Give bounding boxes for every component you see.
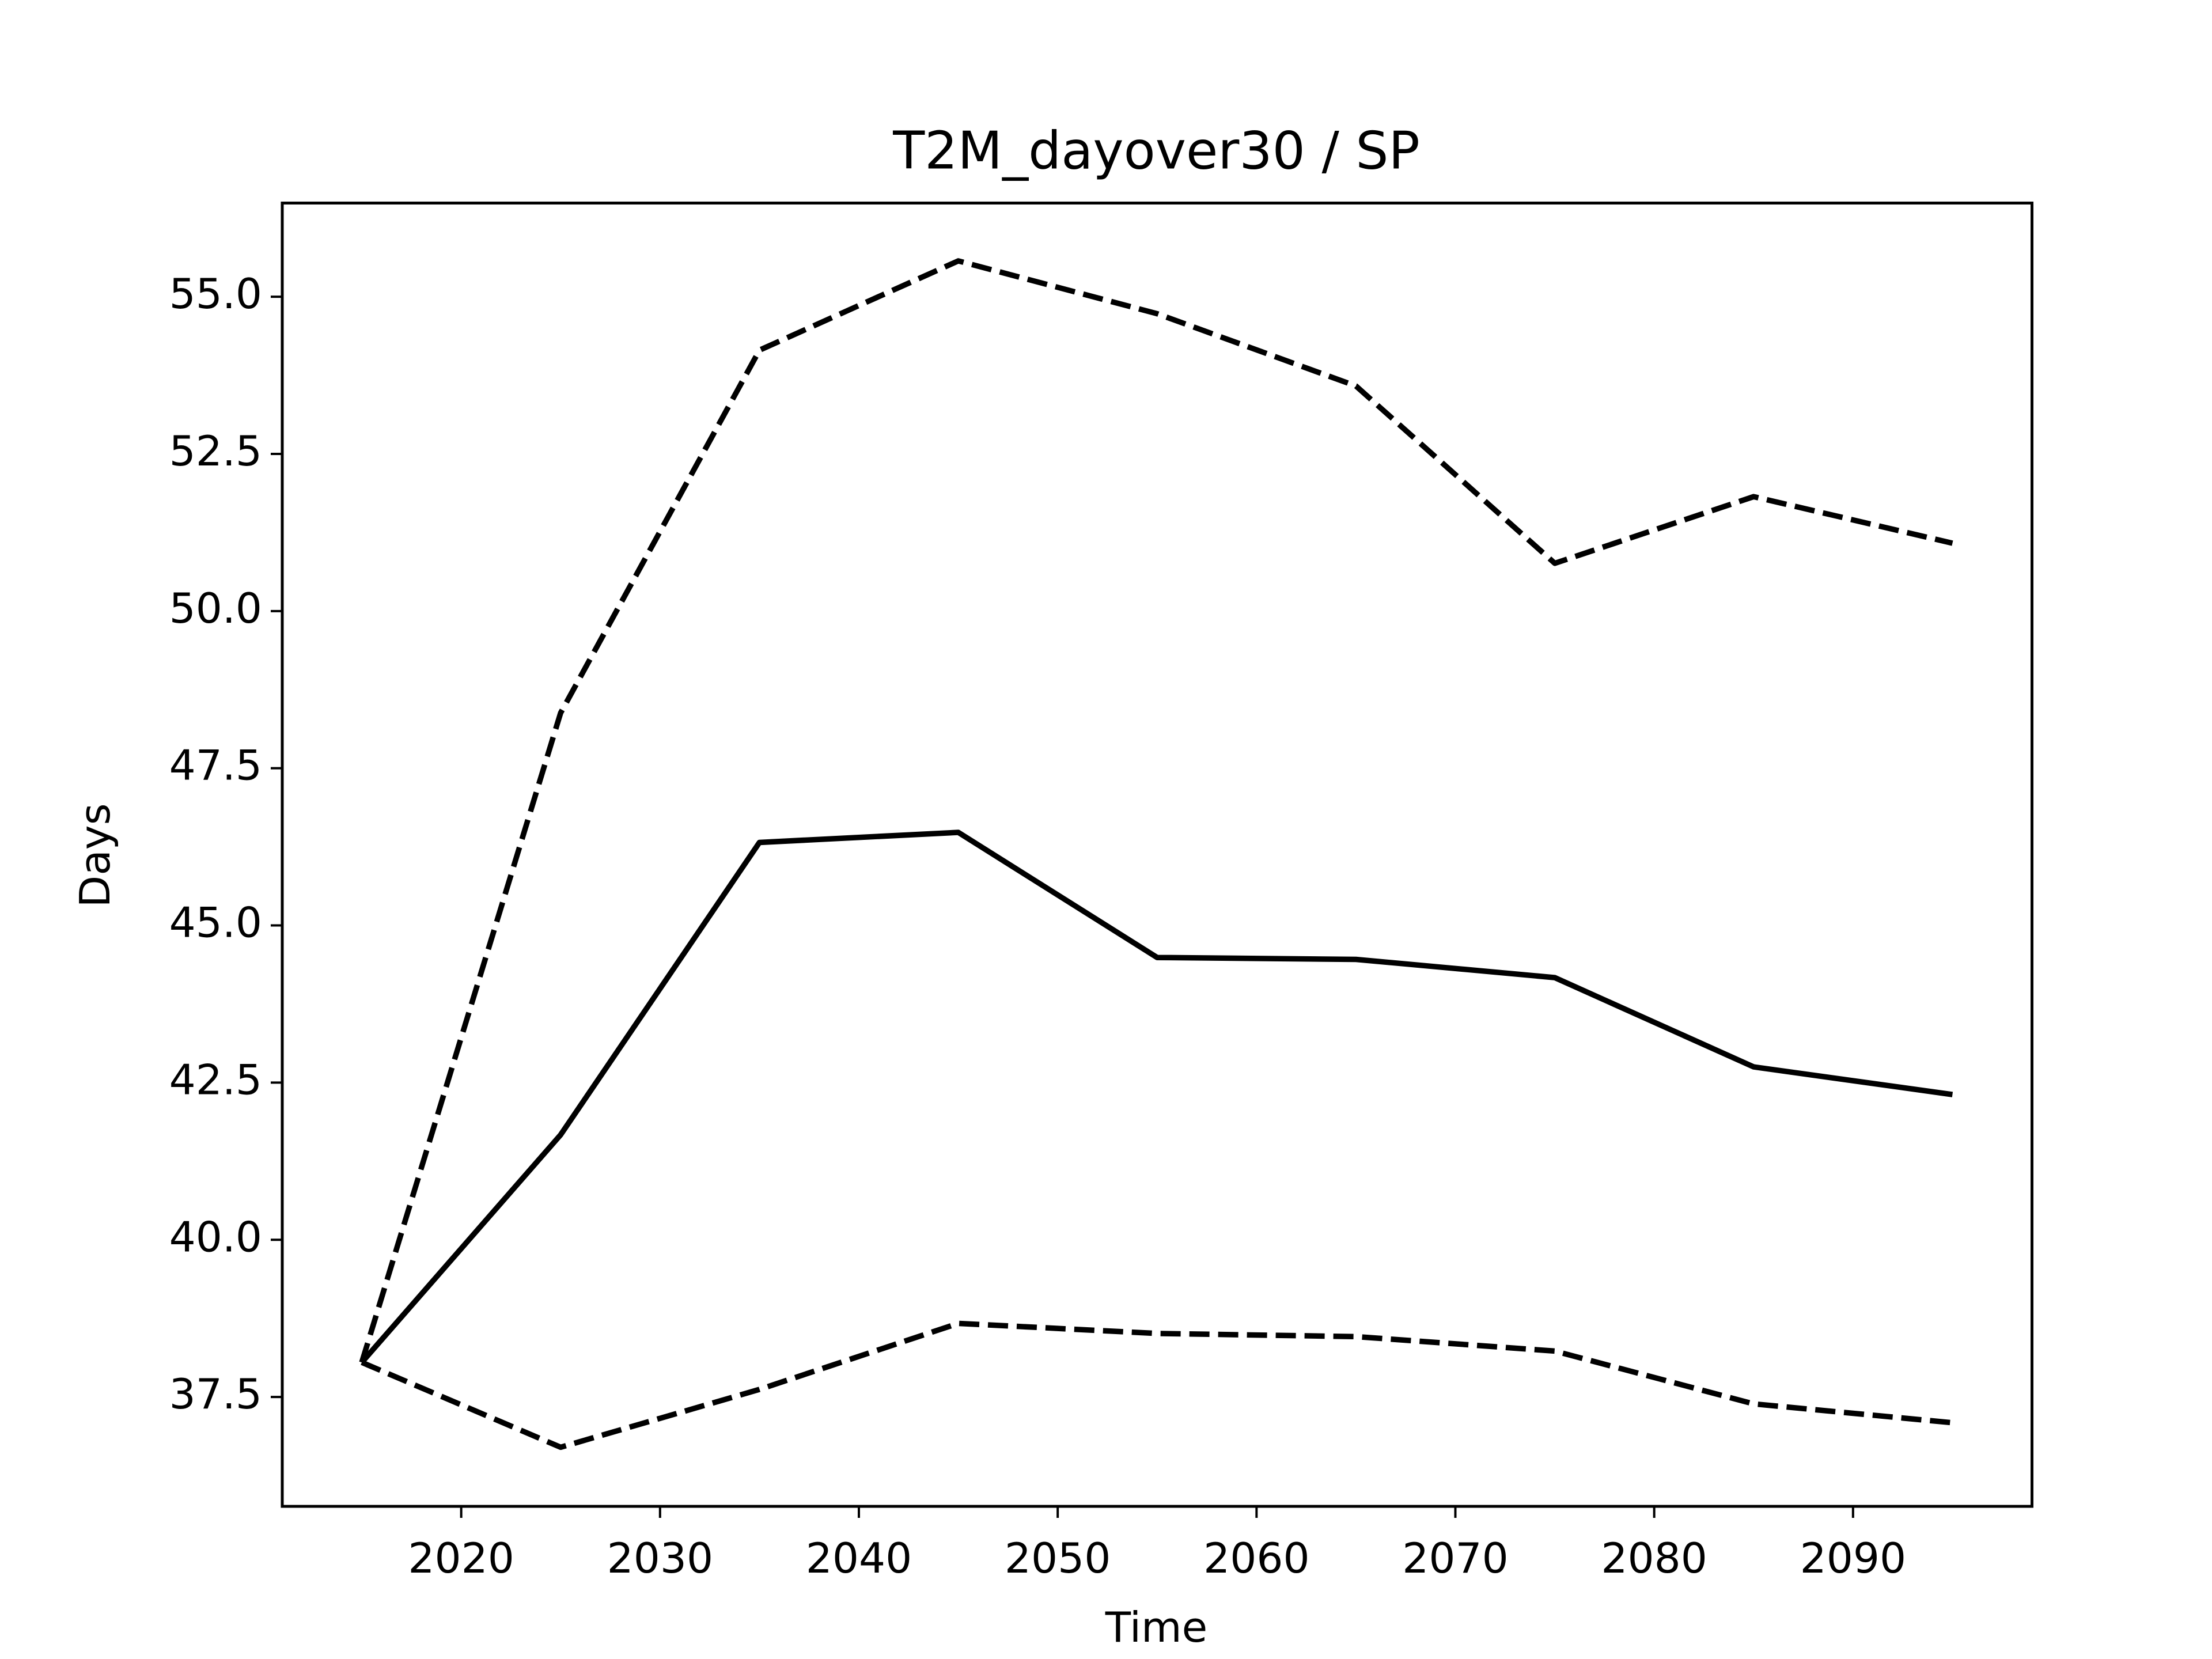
y-axis-label: Days: [71, 804, 120, 908]
line-series: [359, 258, 1953, 1363]
x-axis-label: Time: [1105, 1604, 1207, 1652]
y-tick-label: 37.5: [169, 1370, 262, 1419]
y-tick-label: 45.0: [169, 899, 262, 948]
x-tick-label: 2030: [607, 1535, 714, 1583]
y-tick-label: 42.5: [169, 1056, 262, 1104]
chart-title: T2M_dayover30 / SP: [892, 120, 1420, 181]
y-tick-label: 52.5: [169, 427, 262, 476]
x-tick-label: 2080: [1601, 1535, 1707, 1583]
y-tick-label: 50.0: [169, 585, 262, 633]
plot-frame: [281, 202, 2033, 1508]
x-tick-label: 2020: [408, 1535, 514, 1583]
y-tick-label: 55.0: [169, 270, 262, 319]
x-tick-label: 2090: [1800, 1535, 1907, 1583]
x-tick-label: 2050: [1005, 1535, 1111, 1583]
x-tick-label: 2070: [1402, 1535, 1509, 1583]
line-series: [361, 1320, 1953, 1450]
x-tick-label: 2060: [1203, 1535, 1310, 1583]
line-series: [359, 830, 1953, 1365]
y-tick-label: 40.0: [169, 1213, 262, 1262]
x-tick-label: 2040: [806, 1535, 912, 1583]
y-tick-label: 47.5: [169, 742, 262, 790]
